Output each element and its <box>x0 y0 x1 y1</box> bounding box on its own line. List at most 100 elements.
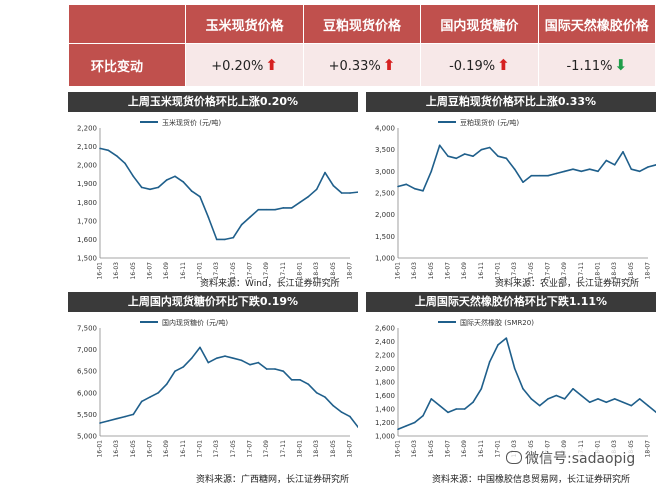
chart-title: 上周玉米现货价格环比上涨0.20% <box>68 92 358 112</box>
legend-label: 豆粕现货价 (元/吨) <box>460 118 519 127</box>
chart-title: 上周国内现货糖价环比下跌0.19% <box>68 292 358 312</box>
change-value: -0.19% <box>449 59 496 74</box>
data-point <box>547 398 549 400</box>
data-point <box>538 404 541 407</box>
data-point <box>340 411 343 414</box>
chart-svg: 豆粕现货价 (元/吨) 1,000 1,500 2,000 2,500 3,000 3,50… <box>375 118 656 280</box>
data-point <box>132 413 135 416</box>
data-point <box>505 337 508 339</box>
y-tick-label: 1,800 <box>375 379 395 387</box>
data-point <box>563 170 566 173</box>
x-tick-label: 18-07 <box>645 262 652 280</box>
y-tick-label: 1,600 <box>375 392 395 400</box>
data-point <box>274 208 276 211</box>
x-tick-label: 16-09 <box>461 262 468 280</box>
data-point <box>422 190 424 192</box>
data-point <box>588 168 591 170</box>
data-point <box>497 155 499 157</box>
data-point <box>199 195 201 198</box>
chart-title: 上周豆粕现货价格环比上涨0.33% <box>366 92 656 112</box>
data-point <box>224 355 226 357</box>
data-point <box>207 361 210 364</box>
arrow-up-icon: ⬆ <box>382 56 396 74</box>
x-tick-label: 16-11 <box>180 440 187 458</box>
y-tick-label: 5,500 <box>77 411 97 419</box>
data-point <box>447 411 449 414</box>
data-point <box>149 188 151 191</box>
data-point <box>430 398 433 400</box>
data-point <box>99 147 101 150</box>
data-point <box>340 192 343 194</box>
x-tick-label: 16-03 <box>411 262 418 280</box>
x-tick-label: 17-01 <box>495 440 502 458</box>
data-point <box>215 357 218 360</box>
x-tick-label: 17-11 <box>280 440 287 458</box>
data-point <box>349 192 351 194</box>
data-point <box>249 363 251 366</box>
legend-label: 国内现货糖价 (元/吨) <box>162 318 228 327</box>
data-point <box>522 181 524 183</box>
x-tick-label: 16-11 <box>478 440 485 458</box>
data-point <box>455 408 458 410</box>
data-point <box>207 216 210 218</box>
summary-cell: -0.19% ⬆ <box>420 43 539 87</box>
data-point <box>513 168 516 170</box>
data-point <box>613 398 616 400</box>
data-point <box>538 174 541 177</box>
summary-header: 国际天然橡胶价格 <box>537 4 657 44</box>
data-point <box>422 414 424 417</box>
x-tick-label: 17-03 <box>213 440 220 458</box>
summary-header: 豆粕现货价格 <box>302 4 422 44</box>
data-point <box>413 187 416 190</box>
y-tick-label: 2,200 <box>375 352 395 360</box>
data-point <box>630 404 633 407</box>
chart-panel-soymeal: 上周豆粕现货价格环比上涨0.33% 豆粕现货价 (元/吨) 1,000 1,500 2… <box>366 92 656 288</box>
y-tick-label: 1,500 <box>77 255 97 263</box>
y-tick-label: 1,800 <box>77 199 97 207</box>
x-tick-label: 18-05 <box>628 262 635 280</box>
x-tick-label: 18-07 <box>645 440 652 458</box>
data-point <box>597 170 599 173</box>
data-point <box>647 404 649 407</box>
data-point <box>165 179 168 181</box>
data-point <box>397 428 399 431</box>
data-point <box>257 208 260 211</box>
data-point <box>605 401 608 404</box>
y-tick-label: 1,000 <box>375 255 395 263</box>
data-point <box>588 401 591 404</box>
data-point <box>438 404 441 407</box>
x-tick-label: 18-05 <box>330 440 337 458</box>
data-point <box>290 379 293 381</box>
x-tick-label: 16-01 <box>97 262 104 280</box>
data-point <box>249 216 251 218</box>
summary-header: 玉米现货价格 <box>185 4 304 44</box>
data-point <box>480 387 483 390</box>
data-point <box>405 425 408 427</box>
x-tick-label: 18-07 <box>347 440 354 458</box>
data-point <box>580 394 583 397</box>
x-tick-label: 16-07 <box>147 440 154 458</box>
chart-source: 资料来源：中国橡胶信息贸易网，长江证券研究所 <box>432 475 631 485</box>
data-point <box>315 188 318 191</box>
chart-source: 资料来源：农业部，长江证券研究所 <box>495 279 640 289</box>
data-point <box>107 420 110 422</box>
x-tick-label: 17-07 <box>545 262 552 280</box>
data-point <box>480 148 483 151</box>
data-point <box>199 346 201 349</box>
y-tick-label: 3,000 <box>375 168 395 176</box>
data-point <box>240 223 243 226</box>
data-point <box>290 207 293 209</box>
x-tick-label: 17-07 <box>247 262 254 280</box>
change-value: +0.33% <box>328 59 381 74</box>
summary-cell: +0.20% ⬆ <box>185 43 304 87</box>
data-point <box>299 201 301 204</box>
data-point <box>572 168 574 170</box>
y-tick-label: 2,100 <box>77 143 97 151</box>
summary-cell: -1.11% ⬇ <box>537 43 657 87</box>
summary-header: 国内现货糖价 <box>420 4 539 44</box>
data-point <box>132 175 135 178</box>
y-tick-label: 3,500 <box>375 146 395 154</box>
series-line <box>397 337 656 431</box>
x-tick-label: 18-01 <box>297 262 304 280</box>
data-point <box>224 238 226 241</box>
